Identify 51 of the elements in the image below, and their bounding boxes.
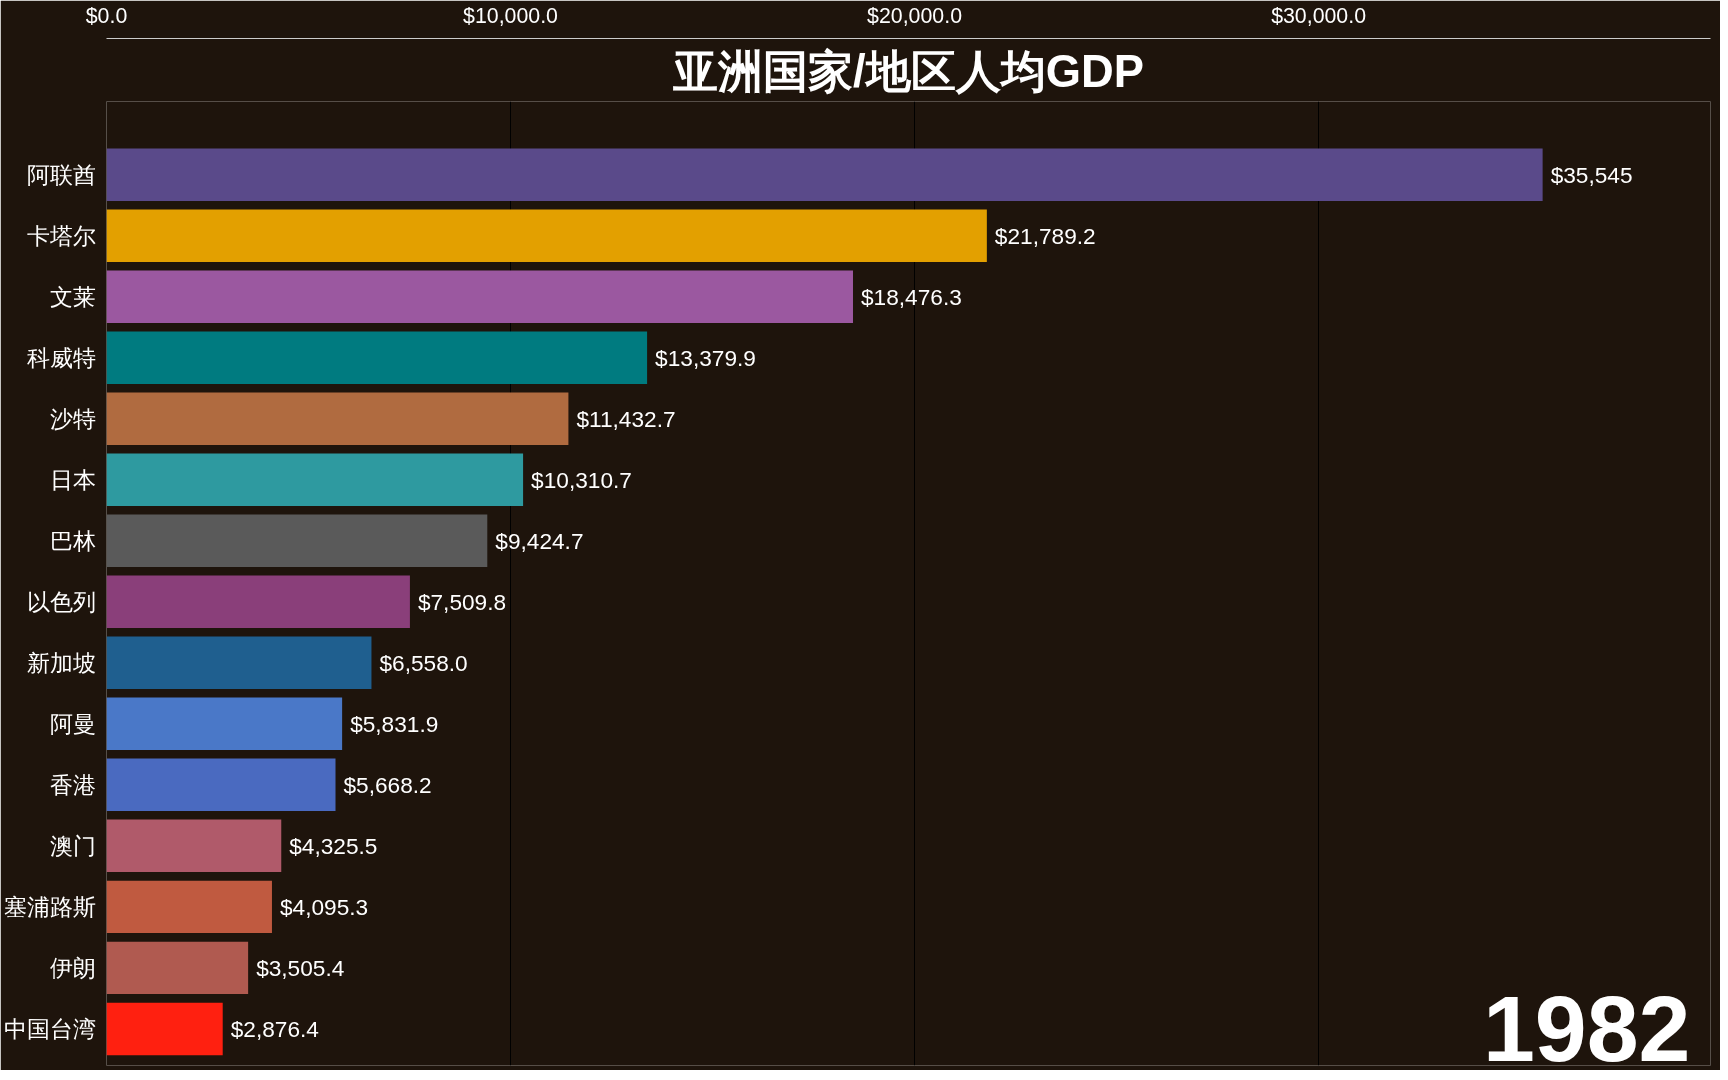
bar — [106, 392, 569, 445]
annotation: 1982 — [1482, 976, 1691, 1080]
bar — [106, 453, 524, 507]
bar — [106, 575, 410, 629]
x-tick-label: $0.0 — [85, 3, 128, 28]
x-tick-label: $10,000.0 — [463, 3, 559, 28]
y-tick-label: 澳门 — [49, 832, 96, 859]
chart-title: 亚洲国家/地区人均GDP — [672, 45, 1144, 97]
bar — [106, 941, 249, 995]
y-tick-label: 新加坡 — [26, 649, 96, 676]
x-tick-label: $20,000.0 — [867, 3, 963, 28]
y-tick-label: 以色列 — [26, 588, 96, 615]
data-label: $10,310.7 — [531, 466, 632, 493]
y-tick-label: 伊朗 — [49, 954, 96, 981]
y-tick-label: 文莱 — [49, 283, 96, 310]
data-label: $18,476.3 — [861, 283, 962, 310]
bar — [106, 514, 488, 568]
data-label: $35,545 — [1550, 161, 1633, 188]
data-label: $7,509.8 — [417, 588, 507, 615]
y-tick-label: 科威特 — [26, 344, 96, 371]
bar — [106, 697, 343, 751]
data-label: $5,831.9 — [350, 710, 439, 737]
y-tick-label: 阿联酋 — [26, 161, 96, 188]
bar — [106, 758, 336, 812]
y-tick-label: 卡塔尔 — [26, 222, 96, 249]
bar — [106, 331, 648, 384]
data-label: $5,668.2 — [343, 771, 432, 798]
data-label: $4,325.5 — [289, 832, 378, 859]
y-tick-label: 阿曼 — [49, 710, 96, 737]
data-label: $3,505.4 — [256, 954, 345, 981]
data-label: $21,789.2 — [994, 222, 1096, 249]
data-label: $2,876.4 — [230, 1015, 319, 1042]
data-label: $9,424.7 — [495, 527, 584, 554]
data-label: $11,432.7 — [576, 405, 676, 432]
data-label: $6,558.0 — [379, 649, 468, 676]
y-tick-label: 沙特 — [49, 405, 96, 432]
y-tick-label: 塞浦路斯 — [3, 893, 96, 920]
y-tick-label: 中国台湾 — [3, 1015, 96, 1042]
bar — [106, 209, 987, 262]
data-label: $4,095.3 — [279, 893, 369, 920]
bar — [106, 819, 282, 873]
x-tick-label: $30,000.0 — [1271, 3, 1367, 28]
bar — [106, 270, 853, 323]
bar — [106, 148, 1543, 201]
data-label: $13,379.9 — [655, 344, 756, 371]
y-tick-label: 巴林 — [49, 527, 96, 554]
y-tick-label: 日本 — [49, 466, 96, 493]
bar — [106, 880, 272, 934]
bar — [106, 1002, 223, 1056]
bar — [106, 636, 372, 690]
y-tick-label: 香港 — [49, 771, 96, 798]
